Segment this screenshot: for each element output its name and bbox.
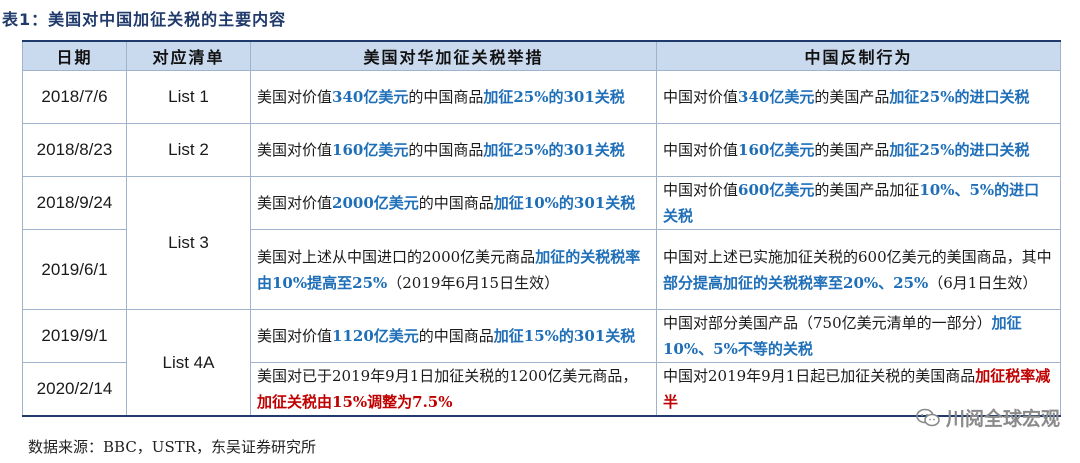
date-cell: 2018/7/6 <box>22 70 127 124</box>
cell-text: 中国对价值 <box>663 181 739 199</box>
us-measure-cell: 美国对价值1120亿美元的中国商品加征15%的301关税 <box>250 309 657 363</box>
cell-text: 美国对价值 <box>257 88 333 106</box>
us-measure-cell: 美国对价值340亿美元的中国商品加征25%的301关税 <box>250 70 657 124</box>
cell-text: 美国对价值 <box>257 194 333 212</box>
cell-text: 的中国商品 <box>418 327 494 345</box>
list-cell: List 2 <box>126 123 251 177</box>
highlight-blue-text: 加征的关税税率由10%提高至25% <box>257 247 641 292</box>
china-response-cell: 中国对价值160亿美元的美国产品加征25%的进口关税 <box>656 123 1061 177</box>
table-row: 2020/2/14 美国对已于2019年9月1日加征关税的1200亿美元商品， 加… <box>22 362 1061 417</box>
highlight-blue-text: 加征25%的进口关税 <box>889 88 1030 106</box>
highlight-blue-text: 160亿美元 <box>332 141 409 159</box>
cell-text: 美国对上述从中国进口的2000亿美元商品 <box>257 247 536 266</box>
cell-text: 中国对部分美国产品（750亿美元清单的一部分） <box>663 314 992 332</box>
cell-text: 的美国产品 <box>814 88 890 106</box>
table-row: 2018/9/24 List 3 美国对价值2000亿美元的中国商品加征10%的… <box>22 176 1061 310</box>
cell-text: 的美国产品加征 <box>814 181 920 199</box>
tariff-table: 日期 对应清单 美国对华加征关税举措 中国反制行为 2018/7/6 List … <box>22 40 1061 417</box>
china-response-cell: 中国对价值600亿美元的美国产品加征10%、5%的进口关税 <box>656 176 1061 230</box>
china-response-cell: 中国对价值340亿美元的美国产品加征25%的进口关税 <box>656 70 1061 124</box>
highlight-red-text: 加征关税由15%调整为7.5% <box>257 393 453 411</box>
cell-text: （2019年6月15日生效） <box>387 273 560 292</box>
us-measure-cell: 美国对价值2000亿美元的中国商品加征10%的301关税 <box>250 176 657 230</box>
highlight-blue-text: 部分提高加征的关税税率至20%、25% <box>663 273 929 292</box>
table-row: 2019/9/1 List 4A 美国对价值1120亿美元的中国商品加征15%的… <box>22 309 1061 417</box>
china-response-cell: 中国对上述已实施加征关税的600亿美元的美国商品，其中部分提高加征的关税税率至2… <box>656 229 1061 310</box>
highlight-blue-text: 加征15%的301关税 <box>493 327 636 345</box>
highlight-blue-text: 2000亿美元 <box>332 194 419 212</box>
us-measure-cell: 美国对价值160亿美元的中国商品加征25%的301关税 <box>250 123 657 177</box>
highlight-blue-text: 加征10%、5%不等的关税 <box>663 314 1022 358</box>
wechat-icon <box>916 408 940 426</box>
cell-text: 中国对价值 <box>663 141 739 159</box>
header-us-measures: 美国对华加征关税举措 <box>250 40 657 71</box>
cell-text: 美国对已于2019年9月1日加征关税的1200亿美元商品， <box>257 367 638 385</box>
cell-text: 中国对上述已实施加征关税的600亿美元的美国商品，其中 <box>663 247 1052 266</box>
highlight-blue-text: 160亿美元 <box>738 141 815 159</box>
china-response-cell: 中国对部分美国产品（750亿美元清单的一部分）加征10%、5%不等的关税 <box>656 309 1061 363</box>
list-cell: List 4A <box>126 309 251 417</box>
date-cell: 2019/6/1 <box>22 229 127 310</box>
highlight-blue-text: 340亿美元 <box>738 88 815 106</box>
cell-text: 美国对价值 <box>257 327 333 345</box>
data-source-note: 数据来源：BBC，USTR，东吴证券研究所 <box>28 438 317 456</box>
china-response-cell: 中国对2019年9月1日起已加征关税的美国商品加征税率减半 <box>656 362 1061 417</box>
list-cell: List 3 <box>126 176 251 310</box>
table-row: 2019/6/1 美国对上述从中国进口的2000亿美元商品加征的关税税率由10%… <box>22 229 1061 310</box>
cell-text: 的中国商品 <box>408 88 484 106</box>
date-cell: 2018/9/24 <box>22 176 127 230</box>
highlight-blue-text: 加征25%的进口关税 <box>889 141 1030 159</box>
highlight-blue-text: 10%、5%的进口关税 <box>663 181 1040 225</box>
list-cell: List 1 <box>126 70 251 124</box>
highlight-blue-text: 600亿美元 <box>738 181 815 199</box>
date-cell: 2018/8/23 <box>22 123 127 177</box>
table-caption: 表1：美国对中国加征关税的主要内容 <box>2 10 287 29</box>
us-measure-cell: 美国对上述从中国进口的2000亿美元商品加征的关税税率由10%提高至25%（20… <box>250 229 657 310</box>
highlight-blue-text: 加征25%的301关税 <box>483 141 625 159</box>
table-row: 2018/7/6 List 1 美国对价值340亿美元的中国商品加征25%的30… <box>22 70 1061 124</box>
date-cell: 2019/9/1 <box>22 309 127 363</box>
us-measure-cell: 美国对已于2019年9月1日加征关税的1200亿美元商品， 加征关税由15%调整为… <box>250 362 657 417</box>
cell-text: 美国对价值 <box>257 141 333 159</box>
cell-text: （6月1日生效） <box>928 273 1038 292</box>
header-china-response: 中国反制行为 <box>656 40 1061 71</box>
cell-text: 中国对价值 <box>663 88 739 106</box>
cell-text: 中国对2019年9月1日起已加征关税的美国商品 <box>663 367 976 385</box>
table-row: 2018/8/23 List 2 美国对价值160亿美元的中国商品加征25%的3… <box>22 123 1061 177</box>
highlight-blue-text: 1120亿美元 <box>332 327 419 345</box>
date-cell: 2020/2/14 <box>22 362 127 417</box>
header-date: 日期 <box>22 40 127 71</box>
cell-text: 的中国商品 <box>408 141 484 159</box>
highlight-red-text: 加征税率减半 <box>663 367 1051 411</box>
watermark-text: 川阅全球宏观 <box>945 408 1060 430</box>
highlight-blue-text: 加征25%的301关税 <box>483 88 625 106</box>
watermark: 川阅全球宏观 <box>916 404 1060 431</box>
cell-text: 的中国商品 <box>418 194 494 212</box>
highlight-blue-text: 加征10%的301关税 <box>493 194 636 212</box>
table-header-row: 日期 对应清单 美国对华加征关税举措 中国反制行为 <box>22 40 1061 71</box>
header-list: 对应清单 <box>126 40 251 71</box>
cell-text: 的美国产品 <box>814 141 890 159</box>
highlight-blue-text: 340亿美元 <box>332 88 409 106</box>
